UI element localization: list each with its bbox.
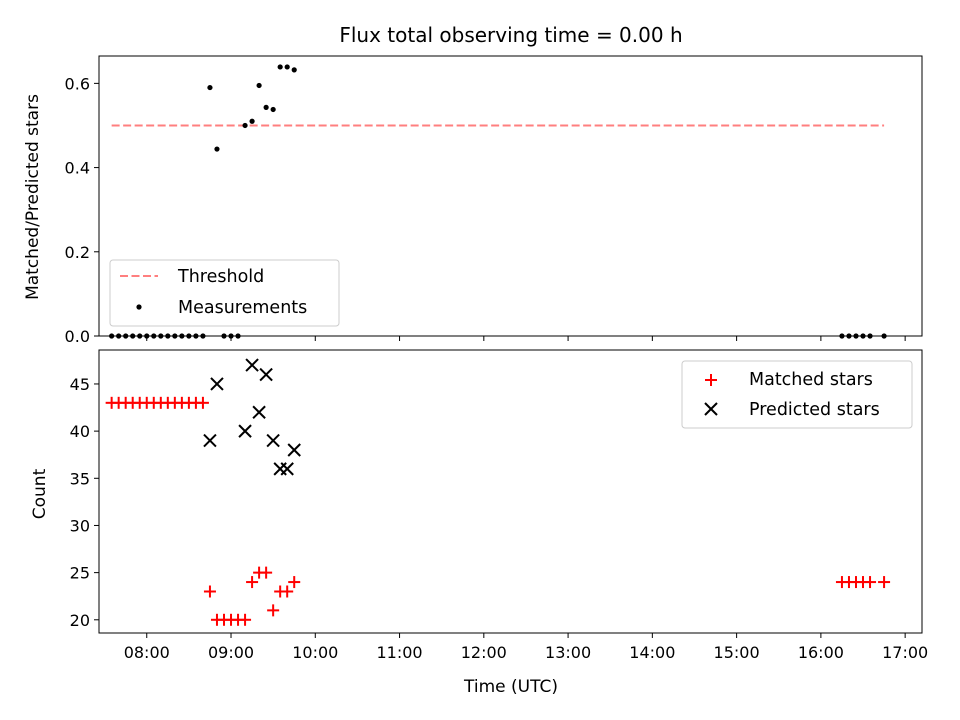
x-tick-label: 08:00	[124, 643, 170, 662]
measurements-legend-swatch	[136, 304, 142, 310]
predicted-stars-point-b	[252, 405, 266, 419]
predicted-stars-point-b	[259, 367, 273, 382]
measurement-point	[207, 84, 213, 91]
measurement-point	[291, 67, 297, 73]
predicted-stars-point-b	[238, 424, 252, 438]
counts-plot-area: 20 25 30 35 40 45 08:00 09:00 10:00 11:00 12:00 13:…	[70, 349, 928, 662]
predicted-stars-point	[210, 377, 224, 391]
matched-stars-point	[196, 396, 209, 409]
measurement-point	[263, 104, 269, 110]
ratio-y-tick-label: 0.0	[65, 327, 90, 346]
measurement-point	[270, 106, 276, 113]
predicted-stars-point	[259, 367, 273, 382]
predicted-stars-point	[238, 424, 252, 438]
x-tick-label: 10:00	[292, 643, 338, 662]
measurement-point	[284, 64, 290, 70]
counts-y-tick-label: 20	[70, 611, 90, 630]
matched-stars-point	[267, 604, 280, 617]
predicted-stars-point	[252, 405, 266, 419]
x-tick-label: 09:00	[208, 643, 254, 662]
predicted-stars-legend-label: Predicted stars	[749, 400, 880, 420]
predicted-stars-point	[245, 358, 259, 372]
measurement-point	[256, 82, 262, 89]
counts-y-axis-label: Count	[30, 468, 50, 519]
x-tick-label: 15:00	[714, 643, 760, 662]
matched-stars-point	[864, 576, 877, 589]
x-tick-label: 13:00	[545, 643, 591, 662]
ratio-y-tick-label: 0.4	[65, 159, 90, 178]
counts-y-tick-label: 25	[70, 564, 90, 583]
counts-y-tick-label: 35	[70, 469, 90, 488]
counts-y-tick-label: 30	[70, 516, 90, 535]
measurements-legend-label: Measurements	[178, 298, 307, 318]
ratio-y-tick-label: 0.2	[65, 243, 90, 262]
predicted-stars-point-b	[266, 433, 280, 448]
x-axis-label: Time (UTC)	[463, 677, 558, 697]
counts-panel: 20 25 30 35 40 45 08:00 09:00 10:00 11:00 12:00 13:…	[30, 349, 928, 662]
matched-stars-legend-swatch	[705, 374, 717, 386]
predicted-stars-point	[280, 462, 294, 476]
counts-legend: Matched stars Predicted stars	[681, 360, 913, 429]
matched-stars-point	[288, 576, 301, 589]
threshold-legend-label: Threshold	[177, 267, 264, 287]
predicted-stars-point-b	[287, 443, 301, 457]
ratio-panel: 0.0 0.2 0.4 0.6 Matched/Predicted stars Thr…	[23, 55, 923, 346]
counts-axes-frame	[98, 349, 923, 634]
counts-y-tick-label: 40	[70, 422, 90, 441]
predicted-stars-point	[203, 433, 217, 448]
matched-stars-legend-label: Matched stars	[749, 370, 873, 390]
predicted-stars-legend-swatch	[704, 402, 718, 416]
x-tick-label: 17:00	[882, 643, 928, 662]
ratio-plot-area: 0.0 0.2 0.4 0.6	[65, 55, 923, 346]
predicted-stars-point-b	[280, 462, 294, 476]
predicted-stars-point-b	[245, 358, 259, 372]
matched-stars-point	[239, 613, 252, 626]
predicted-stars-point-b	[203, 433, 217, 448]
matched-stars-point	[203, 585, 216, 598]
matched-stars-point	[281, 585, 294, 598]
x-tick-label: 12:00	[461, 643, 507, 662]
measurement-point	[277, 64, 283, 70]
matched-stars-point	[246, 576, 259, 589]
ratio-legend-frame	[109, 259, 340, 327]
x-tick-label: 16:00	[798, 643, 844, 662]
counts-legend-frame	[681, 360, 913, 429]
ratio-y-tick-label: 0.6	[65, 74, 90, 93]
chart-title: Flux total observing time = 0.00 h	[339, 23, 682, 47]
counts-y-tick-label: 45	[70, 375, 90, 394]
predicted-stars-point	[266, 433, 280, 448]
ratio-y-axis-label: Matched/Predicted stars	[23, 94, 43, 300]
x-tick-label: 11:00	[376, 643, 422, 662]
measurement-point	[242, 122, 248, 129]
measurement-point	[214, 146, 220, 152]
ratio-legend: Threshold Measurements	[109, 259, 340, 327]
matched-stars-point	[878, 576, 891, 589]
matched-stars-point	[260, 566, 273, 579]
predicted-stars-point-b	[210, 377, 224, 391]
measurement-point	[249, 118, 255, 124]
x-tick-label: 14:00	[629, 643, 675, 662]
predicted-stars-point	[287, 443, 301, 457]
ratio-axes-frame	[98, 55, 923, 337]
